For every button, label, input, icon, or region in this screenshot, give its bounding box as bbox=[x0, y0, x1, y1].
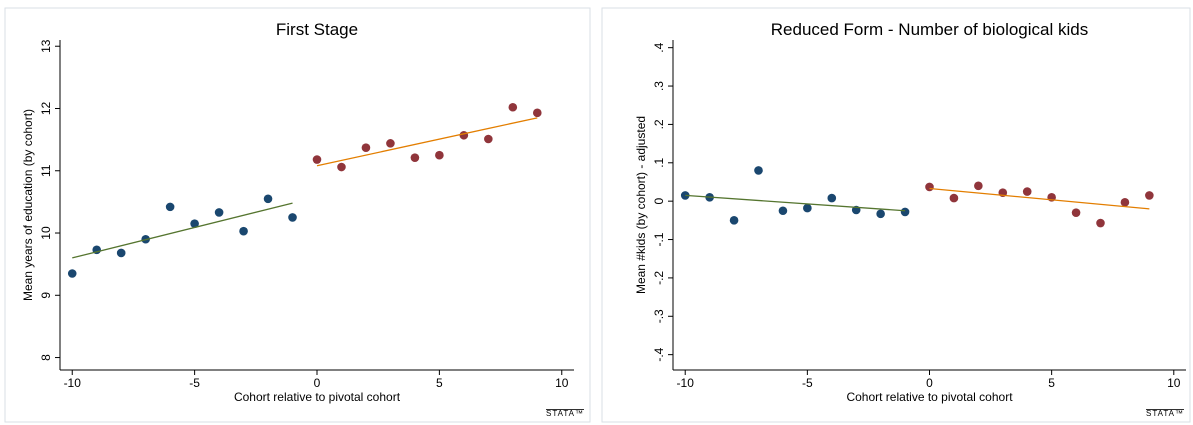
data-point bbox=[484, 134, 493, 144]
data-point bbox=[827, 193, 837, 203]
y-tick-label: 8 bbox=[39, 354, 53, 361]
y-tick-label: -.1 bbox=[652, 232, 666, 246]
data-point bbox=[803, 203, 812, 213]
logo: STATA™ bbox=[1146, 409, 1184, 418]
logo: STATA™ bbox=[546, 409, 584, 418]
data-point bbox=[337, 162, 346, 172]
data-point bbox=[214, 208, 224, 217]
data-point bbox=[1022, 187, 1032, 196]
data-point bbox=[949, 193, 959, 203]
y-tick-label: -.3 bbox=[652, 309, 666, 323]
data-point bbox=[1145, 191, 1154, 200]
y-tick-label: -.4 bbox=[652, 347, 666, 361]
data-point bbox=[1096, 218, 1105, 228]
y-tick-label: 11 bbox=[39, 164, 53, 177]
data-point bbox=[190, 219, 199, 228]
chart: Reduced Form - Number of biological kids… bbox=[601, 7, 1191, 423]
data-point bbox=[876, 209, 885, 219]
y-axis-label: Mean #kids (by cohort) - adjusted bbox=[634, 116, 648, 294]
data-point bbox=[1071, 208, 1081, 217]
x-axis-label: Cohort relative to pivotal cohort bbox=[846, 390, 1013, 404]
data-point bbox=[754, 166, 763, 175]
fit-line bbox=[316, 117, 538, 167]
data-point bbox=[386, 139, 395, 148]
data-point bbox=[508, 102, 518, 112]
data-point bbox=[435, 150, 444, 160]
chart: First Stage 8 9 10 11 12 13 -10 -5 0 5 10 Cohort rel… bbox=[4, 7, 591, 423]
data-point bbox=[410, 153, 420, 162]
y-tick-label: 12 bbox=[39, 101, 53, 115]
data-point bbox=[67, 269, 77, 278]
chart-frame bbox=[601, 7, 1191, 423]
x-tick-label: 0 bbox=[926, 376, 933, 390]
y-tick-label: -.2 bbox=[652, 271, 666, 285]
x-tick-label: 5 bbox=[1048, 376, 1055, 390]
data-point bbox=[312, 155, 322, 164]
x-tick-label: -5 bbox=[802, 376, 813, 390]
y-tick-label: .1 bbox=[652, 157, 666, 167]
fit-line bbox=[685, 194, 906, 212]
y-tick-label: .2 bbox=[652, 119, 666, 129]
data-point bbox=[263, 194, 273, 204]
y-tick-label: .4 bbox=[652, 42, 666, 52]
data-point bbox=[1120, 198, 1130, 207]
data-point bbox=[900, 207, 910, 217]
y-tick-label: 0 bbox=[652, 198, 666, 205]
y-axis-label: Mean years of education (by cohort) bbox=[21, 109, 35, 301]
data-point bbox=[361, 143, 371, 153]
chart-title: Reduced Form - Number of biological kids bbox=[771, 20, 1088, 39]
data-point bbox=[925, 182, 934, 192]
x-tick-label: -10 bbox=[677, 376, 695, 390]
x-tick-label: 0 bbox=[314, 376, 321, 390]
x-tick-label: 5 bbox=[436, 376, 443, 390]
fit-line bbox=[929, 187, 1150, 210]
x-tick-label: 10 bbox=[555, 376, 569, 390]
data-point bbox=[288, 213, 297, 222]
data-point bbox=[729, 216, 739, 225]
x-axis-label: Cohort relative to pivotal cohort bbox=[234, 390, 401, 404]
data-point bbox=[532, 108, 542, 118]
data-point bbox=[778, 206, 788, 216]
data-point bbox=[974, 181, 983, 191]
chart-title: First Stage bbox=[276, 20, 358, 39]
y-tick-label: 10 bbox=[39, 226, 53, 240]
x-tick-label: -5 bbox=[189, 376, 200, 390]
data-point bbox=[165, 202, 175, 212]
data-point bbox=[116, 248, 126, 258]
x-tick-label: -10 bbox=[64, 376, 82, 390]
fit-line bbox=[72, 202, 293, 259]
y-tick-label: 9 bbox=[39, 292, 53, 299]
x-tick-label: 10 bbox=[1167, 376, 1181, 390]
y-tick-label: .3 bbox=[652, 81, 666, 91]
chart-frame bbox=[4, 7, 591, 423]
y-tick-label: 13 bbox=[39, 39, 53, 53]
data-point bbox=[239, 226, 248, 236]
data-point bbox=[459, 130, 469, 140]
